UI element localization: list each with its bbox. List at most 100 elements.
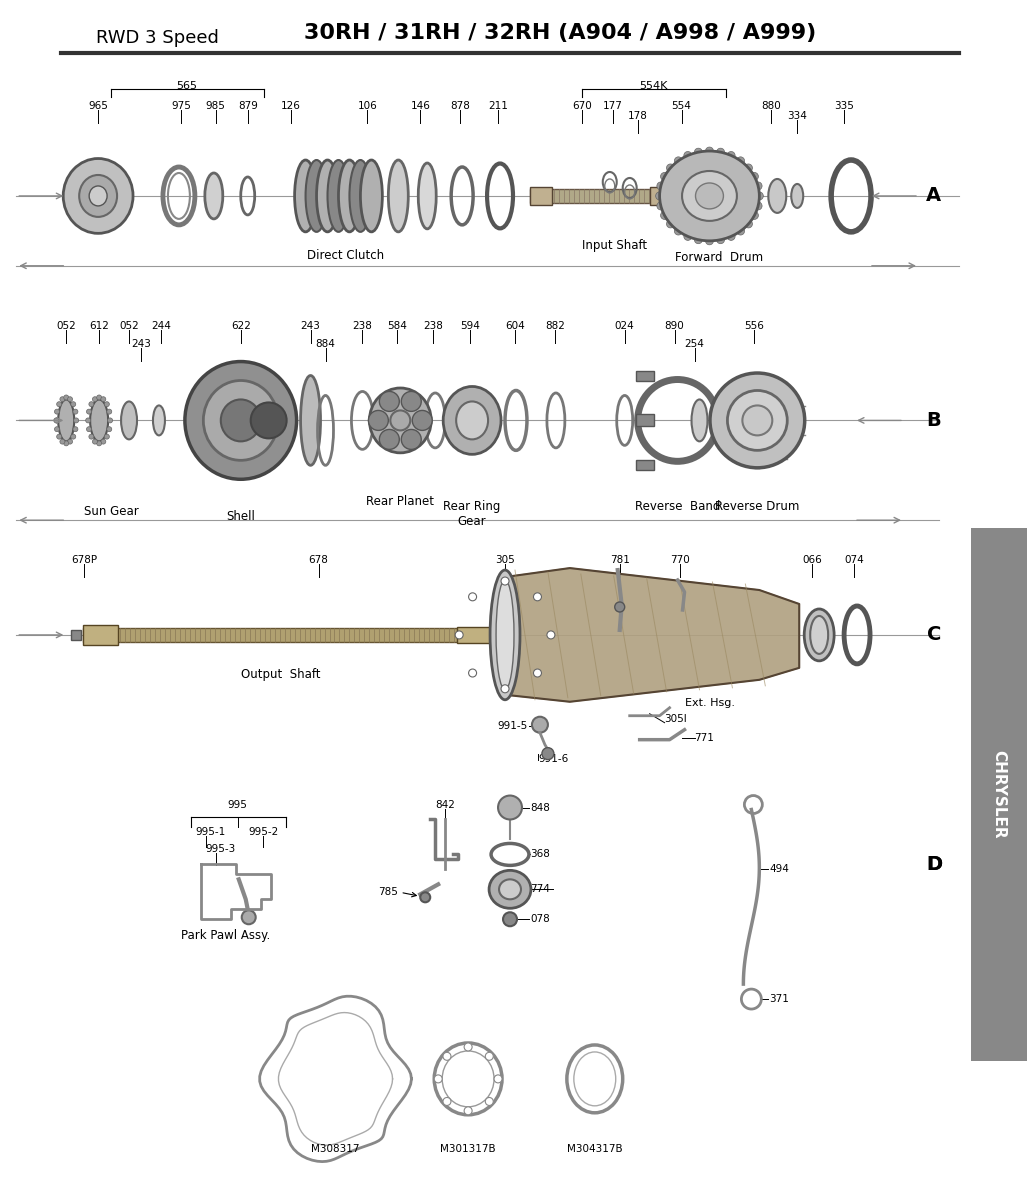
Circle shape [380,430,399,450]
Ellipse shape [91,400,108,442]
Ellipse shape [317,160,339,232]
Text: Rear Planet: Rear Planet [366,496,434,509]
Circle shape [728,151,735,160]
Text: 995-3: 995-3 [206,845,236,854]
Text: 880: 880 [761,101,781,112]
Text: C: C [927,625,942,644]
Circle shape [657,182,665,190]
Circle shape [754,182,762,190]
Circle shape [486,1052,493,1061]
Text: 985: 985 [206,101,225,112]
Circle shape [401,430,421,450]
Ellipse shape [810,616,828,654]
Ellipse shape [369,388,431,452]
Circle shape [750,211,758,220]
Text: 604: 604 [505,320,525,331]
Ellipse shape [742,406,773,436]
Text: 554: 554 [672,101,691,112]
Text: Rear Ring
Gear: Rear Ring Gear [443,500,501,528]
Circle shape [86,409,92,414]
Text: 770: 770 [670,556,689,565]
Ellipse shape [294,160,317,232]
Text: 995: 995 [227,799,248,810]
Circle shape [93,439,98,444]
Circle shape [667,220,674,228]
Ellipse shape [696,182,723,209]
Circle shape [728,233,735,240]
Circle shape [60,439,65,444]
Text: 842: 842 [435,799,455,810]
Circle shape [501,577,509,586]
Circle shape [390,410,411,431]
Circle shape [54,418,59,422]
Ellipse shape [490,570,520,700]
Circle shape [674,157,682,164]
Circle shape [744,220,752,228]
Circle shape [68,439,72,444]
Bar [649,187,672,205]
Circle shape [464,1043,472,1051]
Ellipse shape [350,160,371,232]
Ellipse shape [90,186,107,206]
Text: 785: 785 [379,887,398,898]
Ellipse shape [306,160,327,232]
Circle shape [434,1075,442,1082]
Text: 781: 781 [610,556,630,565]
Text: 243: 243 [300,320,320,331]
Text: 594: 594 [460,320,481,331]
Text: 305: 305 [495,556,514,565]
Circle shape [73,427,78,432]
Circle shape [107,409,112,414]
Circle shape [614,602,625,612]
Text: M301317B: M301317B [440,1144,496,1153]
Text: 878: 878 [451,101,470,112]
Circle shape [661,173,669,180]
Ellipse shape [339,160,360,232]
Text: Reverse  Band: Reverse Band [635,500,720,514]
Text: 890: 890 [665,320,684,331]
Text: 335: 335 [835,101,854,112]
Text: Forward  Drum: Forward Drum [675,251,764,264]
Text: 771: 771 [695,733,714,743]
Circle shape [104,402,109,407]
Text: 991-5: 991-5 [498,721,528,731]
Bar [530,188,672,203]
Circle shape [494,1075,502,1082]
Circle shape [401,391,421,412]
Circle shape [468,593,476,601]
Circle shape [71,402,76,407]
Bar [83,625,118,644]
Circle shape [667,164,674,172]
Circle shape [104,434,109,439]
Circle shape [498,796,522,820]
Circle shape [108,418,112,422]
Circle shape [74,418,78,422]
Circle shape [380,391,399,412]
Circle shape [107,427,112,432]
Ellipse shape [769,179,786,212]
Circle shape [64,440,69,446]
Bar [83,628,492,642]
Text: Shell: Shell [226,510,255,523]
Ellipse shape [204,380,278,461]
Text: 882: 882 [545,320,565,331]
Ellipse shape [360,160,383,232]
Text: 066: 066 [803,556,822,565]
Circle shape [64,395,69,400]
Circle shape [655,192,664,200]
Text: 991-6: 991-6 [538,754,568,763]
Text: 238: 238 [423,320,443,331]
Ellipse shape [791,184,804,208]
Text: M308317: M308317 [311,1144,360,1153]
Ellipse shape [805,608,835,661]
Ellipse shape [185,361,296,479]
Circle shape [368,410,388,431]
Ellipse shape [79,175,117,217]
Bar [530,187,552,205]
Text: 556: 556 [744,320,765,331]
Ellipse shape [456,402,488,439]
Circle shape [57,402,62,407]
Ellipse shape [327,160,350,232]
Text: Input Shaft: Input Shaft [582,239,647,252]
Text: 30RH / 31RH / 32RH (A904 / A998 / A999): 30RH / 31RH / 32RH (A904 / A998 / A999) [304,23,816,43]
